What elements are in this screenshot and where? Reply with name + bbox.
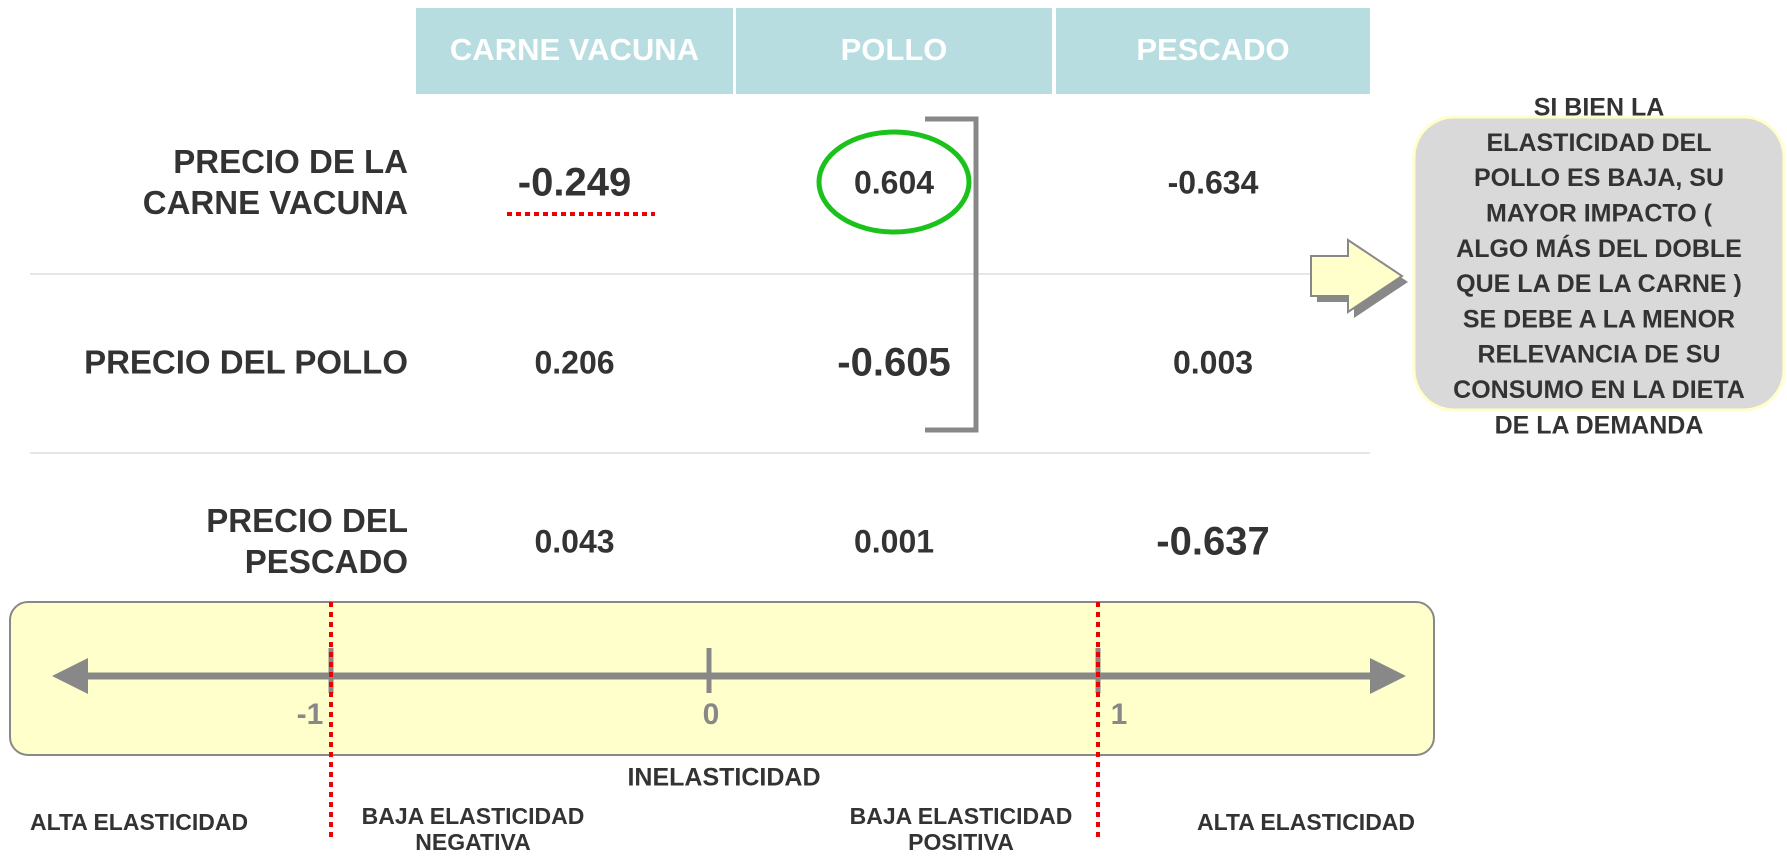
cell-value: 0.206 (534, 344, 614, 380)
header-cell (1056, 8, 1370, 94)
callout-text: SE DEBE A LA MENOR (1463, 305, 1735, 333)
cell-value: 0.001 (854, 523, 934, 559)
zone-label: POSITIVA (908, 829, 1014, 855)
cell-value: -0.249 (518, 161, 631, 205)
row-label: PRECIO DEL (206, 502, 408, 539)
cell-value: 0.604 (854, 164, 934, 200)
callout-text: RELEVANCIA DE SU (1477, 341, 1720, 369)
row-label: PRECIO DEL POLLO (84, 344, 408, 381)
header-label: POLLO (841, 32, 948, 67)
header-label: CARNE VACUNA (450, 32, 699, 67)
zone-label: BAJA ELASTICIDAD (850, 803, 1073, 829)
callout-text: MAYOR IMPACTO ( (1486, 200, 1713, 228)
callout-text: POLLO ES BAJA, SU (1474, 164, 1724, 192)
callout-text: DE LA DEMANDA (1495, 411, 1704, 439)
scale-title: INELASTICIDAD (627, 764, 820, 792)
zone-label: NEGATIVA (415, 829, 530, 855)
callout-text: SI BIEN LA (1534, 94, 1665, 122)
tick-label: 0 (703, 698, 720, 731)
tick-label: -1 (297, 698, 324, 731)
callout-text: ALGO MÁS DEL DOBLE (1456, 234, 1742, 263)
header-cell (736, 8, 1052, 94)
arrow-left (52, 658, 88, 694)
cell-value: 0.003 (1173, 344, 1253, 380)
zone-label: ALTA ELASTICIDAD (30, 809, 248, 835)
tick-label: 1 (1111, 698, 1128, 731)
cell-value: -0.637 (1156, 520, 1269, 564)
row-label: PESCADO (245, 543, 408, 580)
callout-box (1412, 115, 1786, 412)
callout-text: ELASTICIDAD DEL (1487, 129, 1712, 157)
cell-value: 0.043 (534, 523, 614, 559)
highlight-circle (816, 129, 972, 235)
cell-value: -0.605 (837, 341, 950, 385)
arrow (1310, 238, 1404, 314)
arrow-right (1370, 658, 1406, 694)
callout-text: CONSUMO EN LA DIETA (1453, 376, 1745, 404)
bracket (925, 116, 979, 433)
header-cell (416, 8, 733, 94)
zone-label: ALTA ELASTICIDAD (1197, 809, 1415, 835)
header-label: PESCADO (1136, 32, 1289, 67)
row-label: CARNE VACUNA (143, 184, 408, 221)
callout-text: QUE LA DE LA CARNE ) (1456, 270, 1742, 298)
zone-label: BAJA ELASTICIDAD (362, 803, 585, 829)
cell-value: -0.634 (1168, 164, 1259, 200)
row-label: PRECIO DE LA (173, 143, 408, 180)
